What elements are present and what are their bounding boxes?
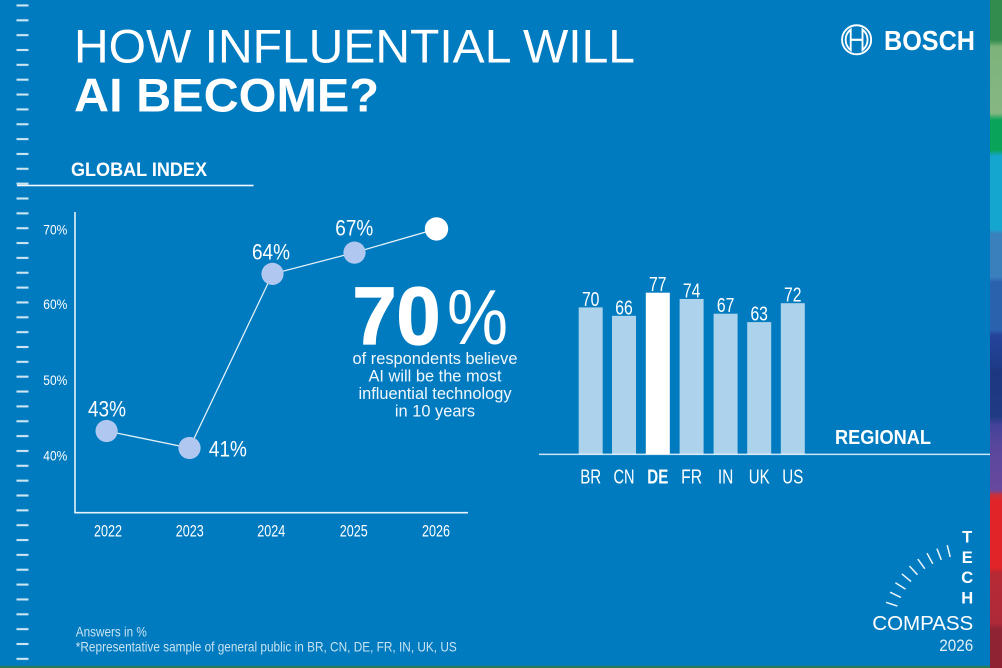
svg-text:GLOBAL INDEX: GLOBAL INDEX xyxy=(71,160,207,181)
svg-text:41%: 41% xyxy=(209,436,247,461)
svg-text:2026: 2026 xyxy=(422,522,450,540)
svg-text:C: C xyxy=(961,569,973,587)
svg-text:60%: 60% xyxy=(43,296,67,312)
svg-text:2023: 2023 xyxy=(176,522,204,540)
svg-text:US: US xyxy=(782,466,803,488)
svg-text:CN: CN xyxy=(614,466,635,488)
svg-text:43%: 43% xyxy=(88,397,126,422)
svg-text:IN: IN xyxy=(718,466,734,488)
svg-text:40%: 40% xyxy=(43,448,67,464)
svg-text:AI will be the most: AI will be the most xyxy=(369,368,502,386)
svg-text:70: 70 xyxy=(582,288,600,311)
svg-text:E: E xyxy=(962,549,973,567)
svg-text:of respondents believe: of respondents believe xyxy=(353,350,518,368)
svg-text:BOSCH: BOSCH xyxy=(884,25,975,56)
svg-text:UK: UK xyxy=(749,466,770,488)
svg-text:77: 77 xyxy=(649,273,667,296)
svg-text:COMPASS: COMPASS xyxy=(872,612,973,635)
svg-text:%: % xyxy=(447,273,508,361)
svg-text:67: 67 xyxy=(717,294,735,317)
svg-text:FR: FR xyxy=(681,466,702,488)
svg-text:Answers in %: Answers in % xyxy=(76,625,147,640)
svg-text:2022: 2022 xyxy=(94,522,122,540)
svg-text:DE: DE xyxy=(647,466,668,488)
svg-text:BR: BR xyxy=(580,466,601,488)
svg-text:67%: 67% xyxy=(335,216,373,241)
svg-text:2025: 2025 xyxy=(340,522,368,540)
svg-text:2024: 2024 xyxy=(257,522,285,540)
svg-text:63: 63 xyxy=(750,303,768,326)
svg-text:74: 74 xyxy=(683,280,701,303)
svg-text:70: 70 xyxy=(353,271,441,362)
svg-text:H: H xyxy=(961,590,973,608)
svg-text:2026: 2026 xyxy=(939,636,973,655)
svg-text:REGIONAL: REGIONAL xyxy=(835,426,931,449)
svg-text:50%: 50% xyxy=(43,372,67,388)
svg-text:72: 72 xyxy=(784,284,802,307)
svg-text:T: T xyxy=(962,528,972,546)
svg-text:AI BECOME?: AI BECOME? xyxy=(74,69,379,122)
svg-text:64%: 64% xyxy=(252,240,290,265)
svg-text:66: 66 xyxy=(615,296,633,319)
svg-text:70%: 70% xyxy=(43,222,67,238)
svg-text:HOW INFLUENTIAL WILL: HOW INFLUENTIAL WILL xyxy=(74,19,635,72)
svg-text:*Representative sample of gene: *Representative sample of general public… xyxy=(76,639,457,654)
svg-text:in 10 years: in 10 years xyxy=(395,402,475,420)
svg-text:influential technology: influential technology xyxy=(358,385,512,403)
